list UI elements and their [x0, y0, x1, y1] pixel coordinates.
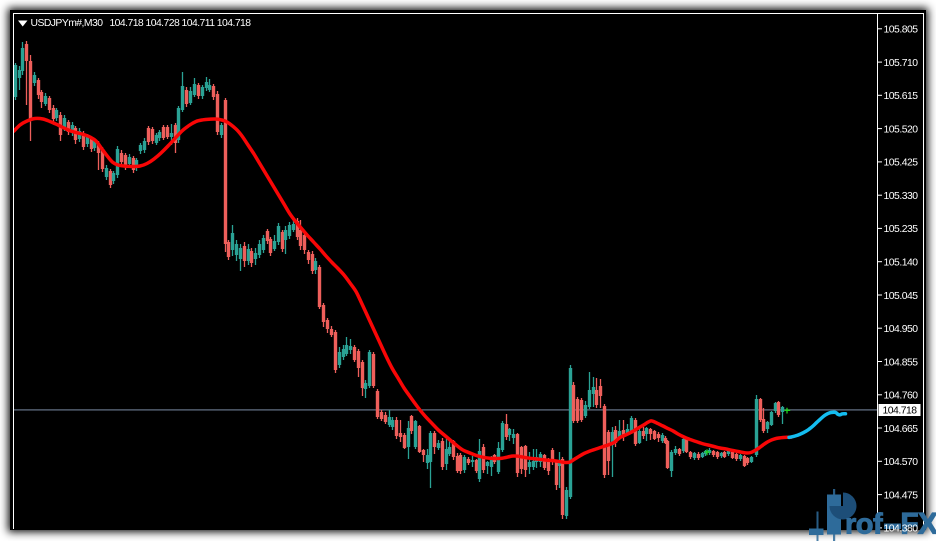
- svg-text:105.235: 105.235: [884, 224, 919, 235]
- svg-text:105.140: 105.140: [884, 258, 919, 269]
- svg-text:104.475: 104.475: [884, 490, 919, 501]
- svg-text:104.718: 104.718: [883, 406, 918, 417]
- svg-text:104.570: 104.570: [884, 457, 919, 468]
- svg-text:104.855: 104.855: [884, 357, 919, 368]
- svg-text:USDJPYm#,M30 104.718 104.728: USDJPYm#,M30 104.718 104.728 104.711 104…: [31, 18, 252, 29]
- svg-text:rof: rof: [845, 509, 883, 541]
- svg-text:FX: FX: [901, 508, 936, 541]
- svg-text:105.805: 105.805: [884, 25, 919, 36]
- svg-text:105.330: 105.330: [884, 191, 919, 202]
- svg-text:104.760: 104.760: [884, 391, 919, 402]
- svg-text:105.045: 105.045: [884, 291, 919, 302]
- svg-text:105.710: 105.710: [884, 58, 919, 69]
- svg-text:105.615: 105.615: [884, 91, 919, 102]
- svg-text:105.425: 105.425: [884, 158, 919, 169]
- svg-text:104.665: 104.665: [884, 424, 919, 435]
- svg-text:105.520: 105.520: [884, 124, 919, 135]
- svg-text:104.950: 104.950: [884, 324, 919, 335]
- svg-text:104.380: 104.380: [884, 524, 919, 535]
